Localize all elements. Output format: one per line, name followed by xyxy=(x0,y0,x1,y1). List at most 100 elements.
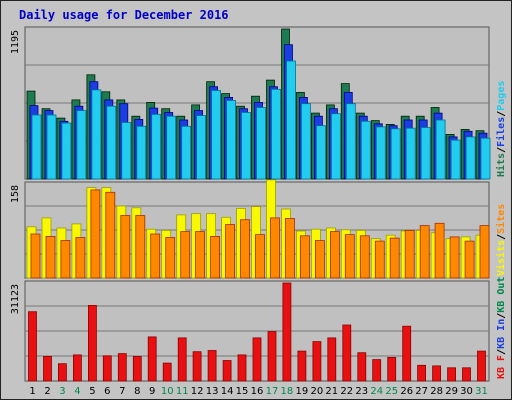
x-tick-label-day-8: 8 xyxy=(134,386,140,397)
x-tick-label-day-28: 28 xyxy=(430,386,443,397)
legend-separator: / xyxy=(496,313,507,319)
legend-files: Files xyxy=(495,117,507,147)
bar-pages-day-31 xyxy=(480,137,491,180)
x-tick-label-day-1: 1 xyxy=(29,386,35,397)
legend-kb-in: KB In xyxy=(496,319,507,349)
bar-kb-f-day-5 xyxy=(88,304,97,382)
bar-sites-day-30 xyxy=(464,240,475,279)
x-tick-label-day-22: 22 xyxy=(340,386,353,397)
bar-kb-f-day-7 xyxy=(117,353,127,382)
legend-sites: Sites xyxy=(495,204,507,234)
bar-kb-f-day-21 xyxy=(327,337,337,382)
bar-sites-day-18 xyxy=(285,218,295,279)
bar-pages-day-1 xyxy=(31,114,42,180)
bar-sites-day-15 xyxy=(240,219,250,279)
bar-sites-day-12 xyxy=(195,231,206,279)
bar-pages-day-10 xyxy=(166,115,177,180)
bar-sites-day-20 xyxy=(314,240,325,279)
bar-pages-day-26 xyxy=(405,127,416,180)
legend-hits: Hits xyxy=(495,153,507,177)
bar-pages-day-12 xyxy=(196,115,207,180)
bar-kb-f-day-22 xyxy=(342,324,352,382)
bar-pages-day-8 xyxy=(136,125,147,180)
bar-kb-f-day-25 xyxy=(387,356,397,382)
x-tick-label-day-11: 11 xyxy=(176,386,189,397)
x-tick-label-day-26: 26 xyxy=(400,386,413,397)
legend-kb-f: KB F xyxy=(496,355,507,379)
bar-kb-f-day-23 xyxy=(357,352,367,382)
panel-1-ymax-label: 1195 xyxy=(10,30,21,54)
bar-pages-day-24 xyxy=(375,126,386,180)
bar-sites-day-23 xyxy=(359,235,370,279)
bar-kb-f-day-20 xyxy=(312,341,322,382)
x-tick-label-day-24: 24 xyxy=(370,386,383,397)
bar-kb-f-day-13 xyxy=(207,350,217,382)
bar-kb-f-day-19 xyxy=(297,350,307,382)
bar-pages-day-23 xyxy=(360,120,371,180)
bar-kb-f-day-3 xyxy=(58,363,67,382)
bar-pages-day-30 xyxy=(465,136,476,180)
bar-kb-f-day-4 xyxy=(73,354,82,382)
bar-kb-f-day-16 xyxy=(252,337,262,382)
bar-kb-f-day-9 xyxy=(147,336,157,382)
x-tick-label-day-12: 12 xyxy=(191,386,204,397)
bar-kb-f-day-28 xyxy=(432,365,442,382)
bar-sites-day-25 xyxy=(389,237,400,279)
bar-kb-f-day-27 xyxy=(417,364,427,382)
bar-pages-day-3 xyxy=(61,122,72,180)
bar-kb-f-day-2 xyxy=(43,355,52,382)
panel-1-legend: Hits/Files/Pages xyxy=(495,81,507,177)
x-tick-label-day-30: 30 xyxy=(460,386,473,397)
bar-pages-day-11 xyxy=(181,125,192,180)
bar-pages-day-22 xyxy=(345,103,356,180)
x-tick-label-day-13: 13 xyxy=(206,386,219,397)
x-tick-label-day-15: 15 xyxy=(236,386,249,397)
chart-title: Daily usage for December 2016 xyxy=(19,8,229,22)
bar-sites-day-11 xyxy=(180,231,191,279)
bar-kb-f-day-18 xyxy=(282,282,292,382)
x-tick-label-day-7: 7 xyxy=(119,386,125,397)
bar-pages-day-18 xyxy=(286,60,296,180)
bar-kb-f-day-1 xyxy=(28,311,37,382)
bar-kb-f-day-12 xyxy=(192,351,202,382)
bar-sites-day-6 xyxy=(105,191,116,279)
bar-pages-day-25 xyxy=(390,128,401,180)
x-tick-label-day-21: 21 xyxy=(325,386,338,397)
x-tick-label-day-6: 6 xyxy=(104,386,110,397)
bar-pages-day-4 xyxy=(76,110,87,180)
panel-2-ymax-label: 158 xyxy=(10,185,21,203)
bar-kb-f-day-17 xyxy=(267,331,277,382)
panel-3-ymax-label: 31123 xyxy=(10,284,21,314)
bar-pages-day-29 xyxy=(450,139,461,180)
bar-sites-day-16 xyxy=(255,234,265,279)
bar-sites-day-9 xyxy=(150,233,161,279)
x-tick-label-day-20: 20 xyxy=(311,386,324,397)
bar-sites-day-22 xyxy=(344,234,355,279)
bar-pages-day-14 xyxy=(226,100,237,180)
panel-2-legend: Visits/Sites xyxy=(495,204,507,276)
x-tick-label-day-31: 31 xyxy=(475,386,488,397)
x-tick-label-day-16: 16 xyxy=(251,386,264,397)
bar-kb-f-day-11 xyxy=(177,337,187,382)
bar-pages-day-27 xyxy=(420,127,431,180)
x-tick-label-day-18: 18 xyxy=(281,386,294,397)
x-tick-label-day-19: 19 xyxy=(296,386,309,397)
bar-sites-day-13 xyxy=(210,235,221,279)
x-tick-label-day-4: 4 xyxy=(74,386,80,397)
legend-kb-out: KB Out xyxy=(496,277,507,313)
bar-sites-day-31 xyxy=(479,225,490,279)
x-tick-label-day-3: 3 xyxy=(59,386,65,397)
x-tick-label-day-23: 23 xyxy=(355,386,368,397)
bar-pages-day-20 xyxy=(315,125,326,180)
bar-sites-day-10 xyxy=(165,237,176,279)
x-tick-label-day-10: 10 xyxy=(161,386,174,397)
bar-sites-day-14 xyxy=(225,224,236,279)
bar-kb-f-day-29 xyxy=(447,367,457,382)
bar-sites-day-3 xyxy=(60,240,71,279)
bar-pages-day-6 xyxy=(106,105,117,180)
bar-pages-day-19 xyxy=(300,103,311,180)
bar-sites-day-29 xyxy=(449,236,460,279)
bar-sites-day-27 xyxy=(419,225,430,279)
bar-pages-day-5 xyxy=(91,89,102,180)
bar-sites-day-24 xyxy=(374,240,385,279)
